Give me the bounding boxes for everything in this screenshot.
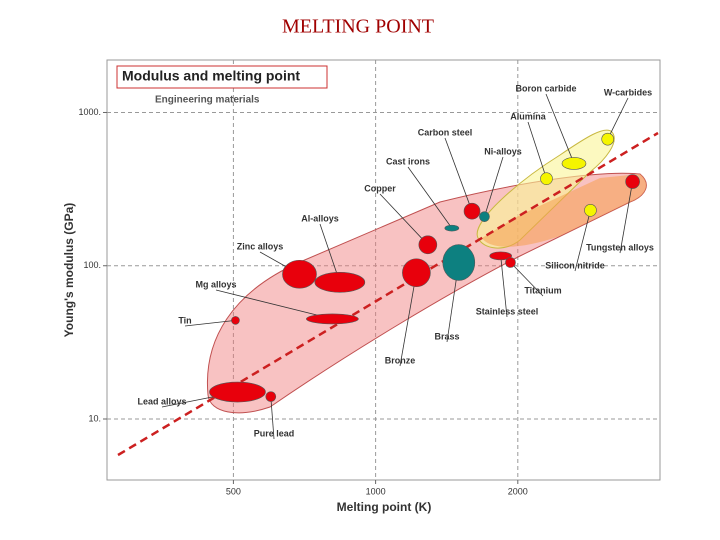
material-mark [209, 381, 266, 403]
slide-title: MELTING POINT [282, 16, 434, 38]
chart-title: Modulus and melting point [122, 68, 300, 84]
x-tick-label: 500 [226, 486, 241, 496]
material-mark [402, 258, 431, 288]
leader-line [215, 289, 333, 320]
material-mark [265, 391, 277, 402]
leader-line [527, 121, 547, 179]
material-mark [463, 202, 481, 220]
material-mark [444, 224, 460, 232]
material-label: Ni-alloys [484, 146, 522, 156]
marks [161, 93, 640, 440]
title-box [116, 65, 328, 89]
material-mark [231, 316, 240, 325]
leader-line [407, 166, 453, 229]
material-mark [505, 257, 516, 268]
material-label: Copper [364, 183, 396, 193]
leader-line [444, 137, 473, 212]
material-mark [540, 172, 553, 185]
material-label: W-carbides [604, 87, 652, 97]
leader-line [545, 93, 575, 164]
material-mark [601, 132, 615, 146]
y-tick-label: 1000. [78, 107, 101, 117]
material-label: Zinc alloys [237, 241, 284, 251]
material-label: Lead alloys [137, 396, 186, 406]
leader-line [270, 396, 275, 440]
material-label: Alumina [510, 111, 546, 121]
x-tick-label: 2000 [508, 486, 528, 496]
leader-line [510, 262, 544, 297]
material-label: Carbon steel [418, 127, 473, 137]
overlap-envelope [482, 174, 647, 247]
chart-subtitle: Engineering materials [155, 95, 260, 106]
material-label: Al-alloys [301, 213, 339, 223]
y-axis-label: Young's modulus (GPa) [62, 203, 76, 338]
material-label: Pure lead [254, 428, 295, 438]
material-mark [561, 157, 587, 170]
plot-frame [106, 59, 661, 481]
material-mark [306, 313, 359, 325]
material-mark [314, 271, 366, 293]
leader-line [574, 210, 591, 272]
material-label: Mg alloys [195, 279, 236, 289]
leader-line [484, 156, 504, 217]
material-label: Tungsten alloys [586, 242, 654, 252]
material-label: Brass [434, 331, 459, 341]
material-mark [479, 211, 490, 222]
material-mark [489, 251, 512, 261]
material-label: Bronze [385, 355, 416, 365]
x-tick-label: 1000 [366, 486, 386, 496]
leader-line [184, 319, 236, 327]
material-mark [282, 259, 317, 289]
material-mark [625, 174, 640, 189]
material-label: Stainless steel [476, 306, 539, 316]
y-tick-label: 10. [88, 413, 101, 423]
trend-line [117, 131, 659, 457]
material-label: Silicon nitride [545, 260, 605, 270]
material-mark [442, 244, 476, 281]
material-label: Cast irons [386, 156, 430, 166]
material-label: Tin [178, 315, 191, 325]
material-mark [584, 204, 597, 217]
x-axis-label: Melting point (K) [337, 500, 432, 514]
leader-line [399, 272, 417, 367]
leader-line [500, 255, 508, 318]
material-mark [418, 235, 438, 255]
material-label: Boron carbide [515, 83, 576, 93]
material-label: Titanium [524, 285, 561, 295]
leader-line [379, 193, 429, 246]
y-tick-label: 100. [83, 260, 101, 270]
leader-line [607, 97, 629, 140]
leader-line [619, 181, 634, 254]
